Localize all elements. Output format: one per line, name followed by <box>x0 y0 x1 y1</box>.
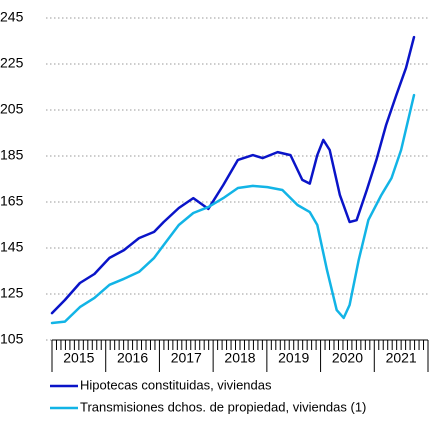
y-tick-label: 145 <box>0 239 24 255</box>
x-tick-label: 2015 <box>63 350 94 366</box>
x-tick-label: 2016 <box>117 350 148 366</box>
y-tick-label: 245 <box>0 9 24 25</box>
legend-label: Transmisiones dchos. de propiedad, vivie… <box>80 399 366 414</box>
y-tick-label: 205 <box>0 101 24 117</box>
series-line <box>50 35 416 315</box>
legend-label: Hipotecas constituidas, viviendas <box>80 377 272 392</box>
series-line <box>50 93 416 325</box>
y-tick-label: 225 <box>0 55 24 71</box>
x-tick-label: 2017 <box>171 350 202 366</box>
x-tick-label: 2020 <box>332 350 363 366</box>
y-tick-label: 185 <box>0 147 24 163</box>
x-tick-label: 2021 <box>386 350 417 366</box>
y-tick-label: 165 <box>0 193 24 209</box>
y-tick-label: 125 <box>0 285 24 301</box>
y-tick-label: 105 <box>0 331 24 347</box>
x-tick-label: 2018 <box>224 350 255 366</box>
x-tick-label: 2019 <box>278 350 309 366</box>
